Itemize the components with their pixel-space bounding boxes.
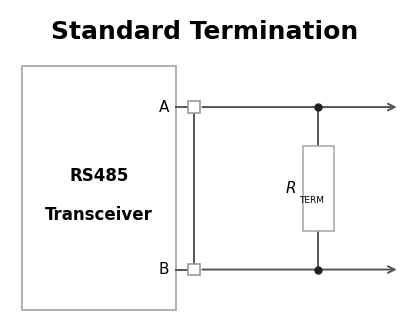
Text: R: R [286,181,297,196]
Text: TERM: TERM [299,197,324,205]
Bar [188,264,200,275]
Text: B: B [159,262,169,277]
Text: Standard Termination: Standard Termination [51,20,358,44]
Bar [188,101,200,113]
Bar [22,67,176,310]
Bar [303,146,334,231]
Text: RS485: RS485 [69,167,128,185]
Text: A: A [159,99,169,115]
Text: Transceiver: Transceiver [45,206,153,224]
